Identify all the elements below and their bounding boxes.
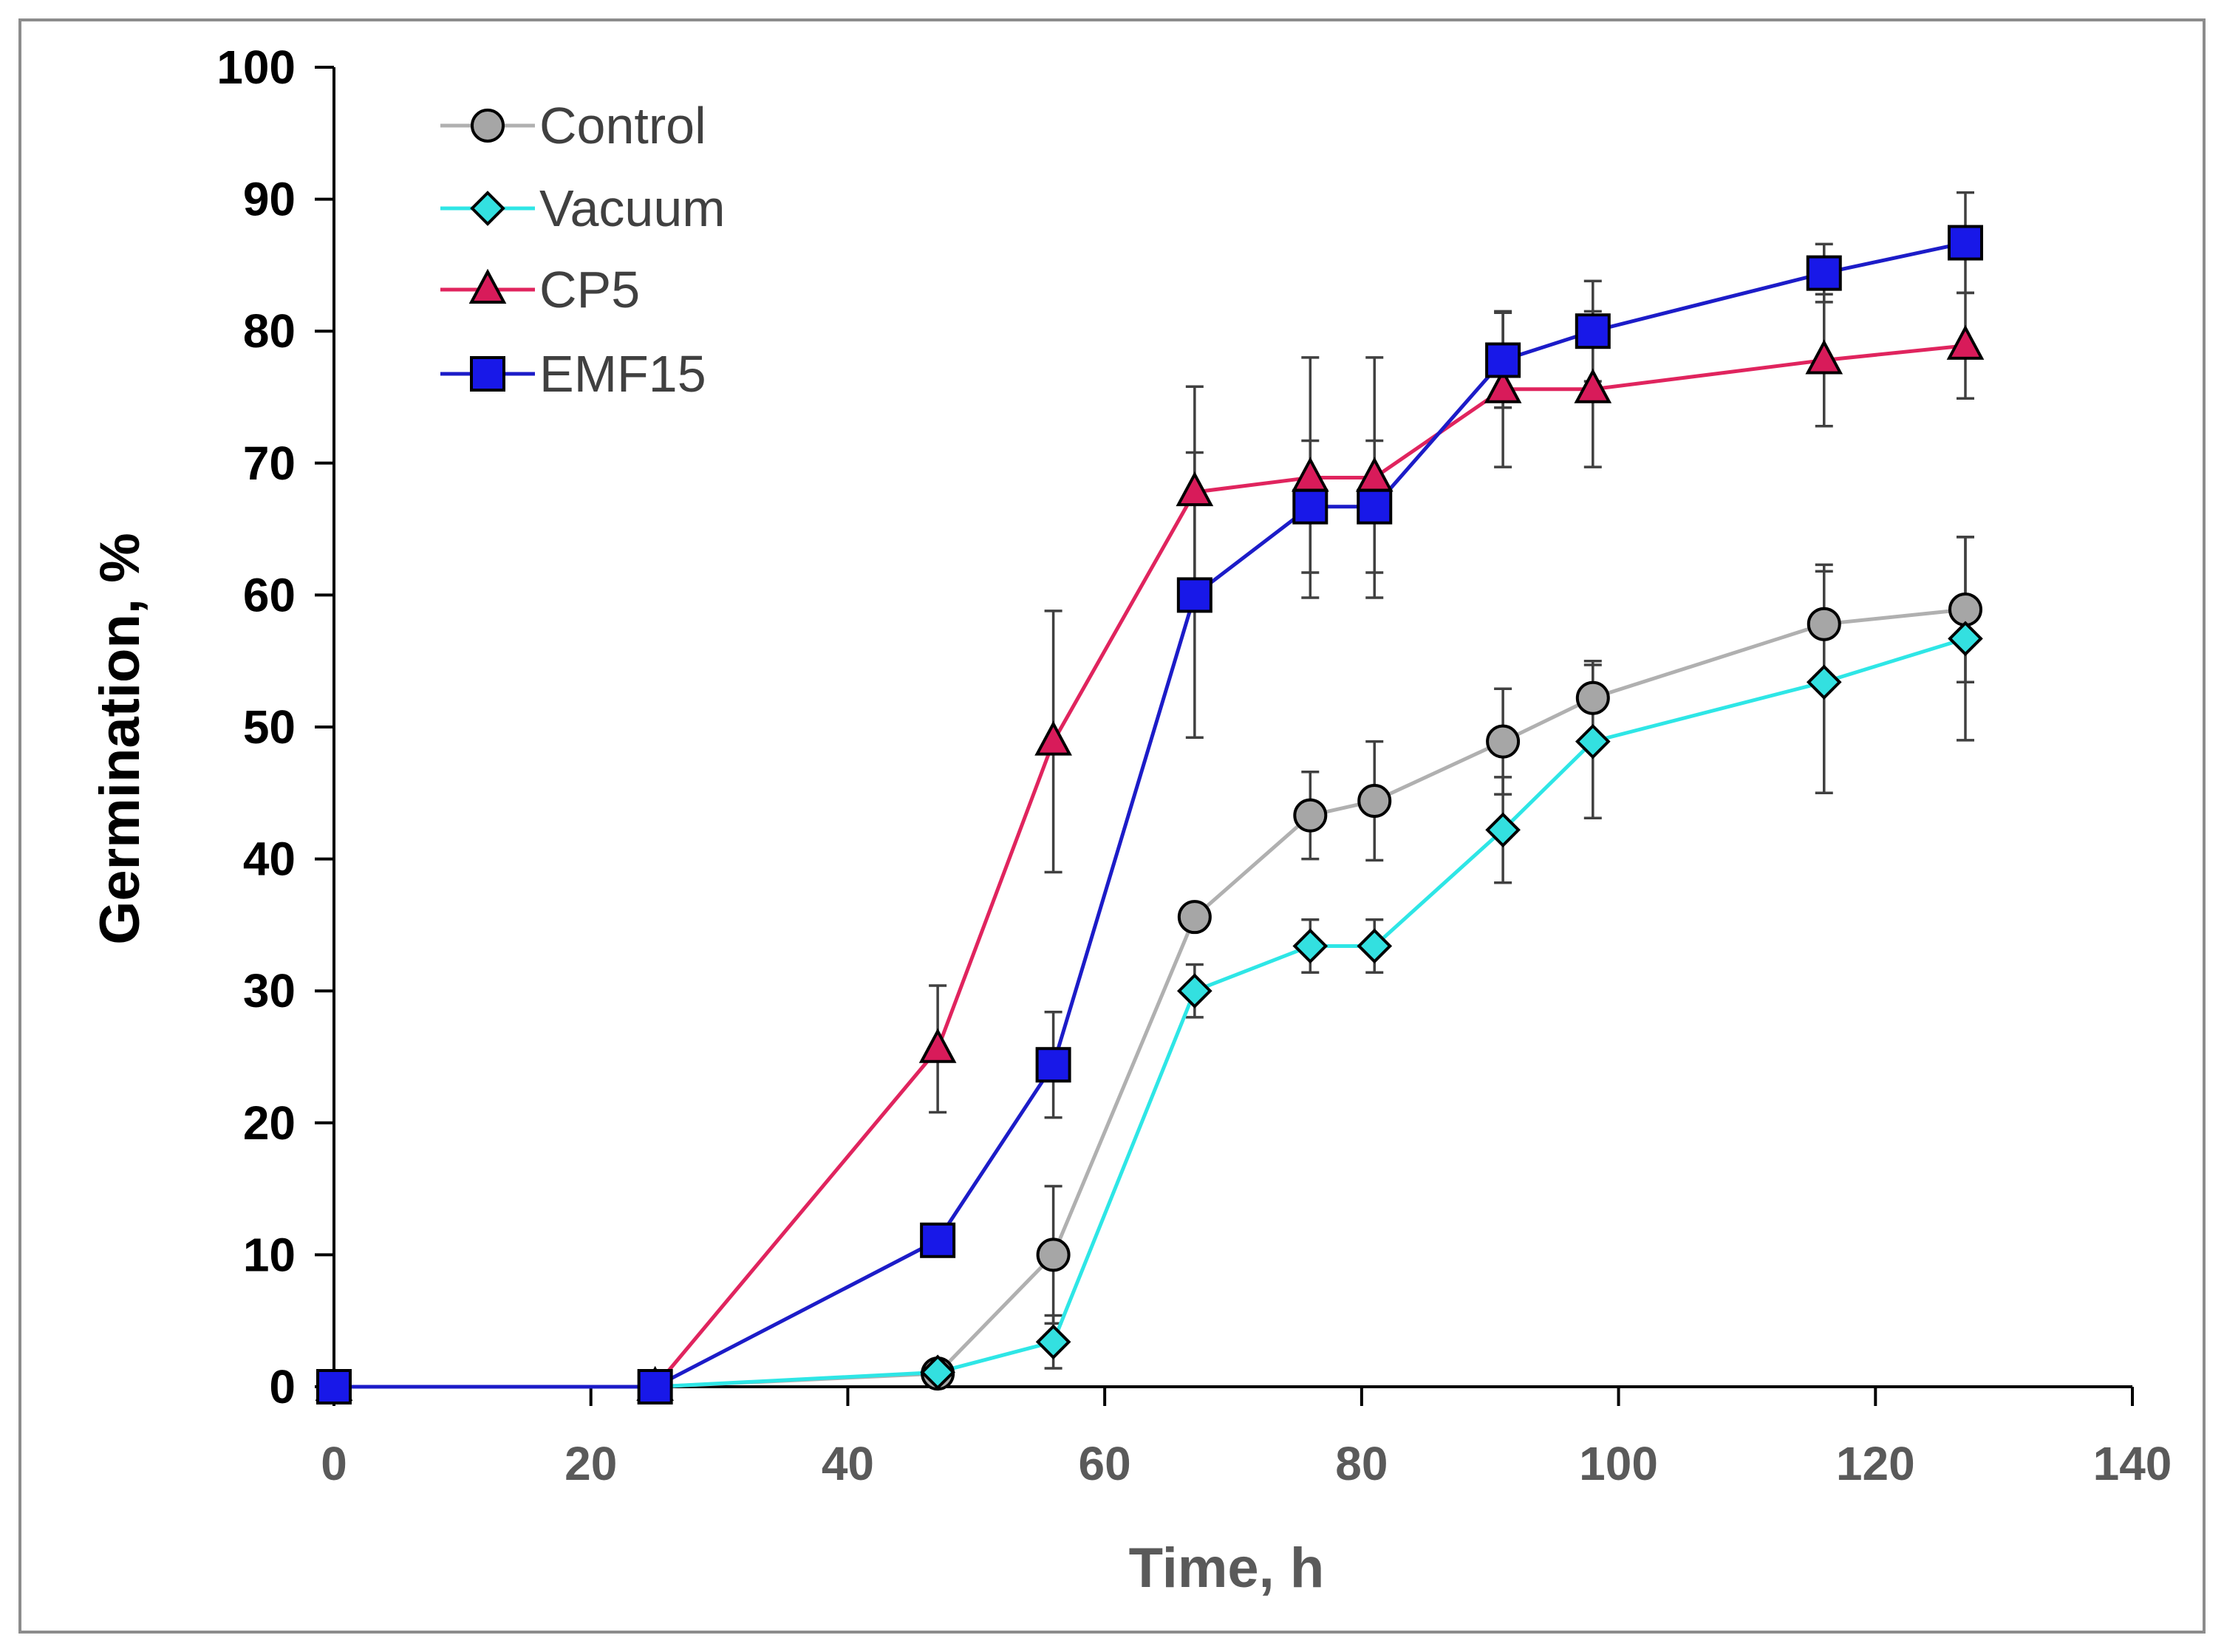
y-tick-label: 90 — [243, 173, 296, 226]
y-tick-label: 70 — [243, 437, 296, 490]
data-point — [1575, 723, 1611, 760]
x-tick-label: 0 — [321, 1437, 347, 1490]
legend-item-control: Control — [440, 97, 706, 154]
data-point — [1485, 342, 1521, 378]
x-tick-label: 60 — [1079, 1437, 1131, 1490]
data-point — [1035, 1324, 1071, 1360]
legend-item-cp5: CP5 — [440, 261, 640, 318]
x-tick-label: 120 — [1836, 1437, 1915, 1490]
data-point — [1806, 255, 1842, 291]
data-point — [1805, 339, 1843, 375]
series-layer — [315, 191, 1985, 1404]
y-tick-label: 20 — [243, 1096, 296, 1150]
data-point — [1807, 607, 1841, 641]
x-tick-label: 100 — [1579, 1437, 1658, 1490]
data-point — [1034, 720, 1072, 756]
legend-label: CP5 — [539, 261, 640, 318]
legend-marker — [470, 191, 505, 226]
data-point — [1035, 1047, 1071, 1083]
data-point — [1176, 471, 1214, 507]
data-point — [1292, 928, 1328, 964]
y-tick-label: 100 — [216, 41, 296, 94]
legend-item-vacuum: Vacuum — [440, 180, 726, 237]
legend-label: Vacuum — [539, 180, 726, 237]
legend-item-emf15: EMF15 — [440, 345, 706, 403]
data-point — [1357, 784, 1392, 819]
data-point — [1574, 368, 1612, 403]
data-point — [1575, 313, 1611, 349]
legend-label: EMF15 — [539, 345, 706, 403]
legend-marker — [471, 109, 505, 143]
legend-marker — [470, 356, 505, 392]
y-tick-label: 40 — [243, 833, 296, 886]
data-point — [1947, 225, 1983, 261]
data-point — [1575, 680, 1610, 715]
data-point — [1177, 900, 1212, 935]
data-point — [1485, 812, 1521, 848]
data-point — [1293, 798, 1328, 833]
legend-label: Control — [539, 97, 706, 154]
data-point — [1946, 324, 1985, 360]
data-point — [918, 1028, 957, 1063]
data-point — [1484, 368, 1522, 403]
series-points-emf15 — [316, 225, 1983, 1404]
data-point — [920, 1222, 956, 1258]
data-point — [920, 1354, 955, 1390]
y-tick-label: 10 — [243, 1228, 296, 1281]
x-tick-label: 40 — [822, 1437, 874, 1490]
x-axis-title: Time, h — [1129, 1537, 1325, 1600]
data-point — [1176, 577, 1212, 613]
data-point — [1036, 1238, 1071, 1272]
data-point — [1486, 724, 1521, 759]
data-point — [1292, 488, 1328, 525]
data-point — [1948, 593, 1982, 627]
y-tick-label: 30 — [243, 964, 296, 1017]
y-tick-label: 0 — [269, 1360, 296, 1413]
y-tick-label: 50 — [243, 700, 296, 754]
data-point — [1357, 928, 1393, 964]
x-tick-label: 140 — [2093, 1437, 2172, 1490]
x-tick-label: 80 — [1335, 1437, 1388, 1490]
x-tick-label: 20 — [564, 1437, 617, 1490]
data-point — [1357, 488, 1393, 525]
data-point — [637, 1369, 673, 1404]
y-tick-label: 60 — [243, 568, 296, 621]
legend-marker — [468, 268, 507, 304]
data-point — [1948, 621, 1983, 657]
legend: Control Vacuum CP5 EMF15 — [440, 97, 726, 403]
y-axis-title: Germination, % — [89, 533, 151, 944]
y-tick-label: 80 — [243, 304, 296, 358]
data-point — [1806, 664, 1842, 700]
data-point — [1177, 973, 1212, 1009]
data-point — [316, 1369, 352, 1404]
